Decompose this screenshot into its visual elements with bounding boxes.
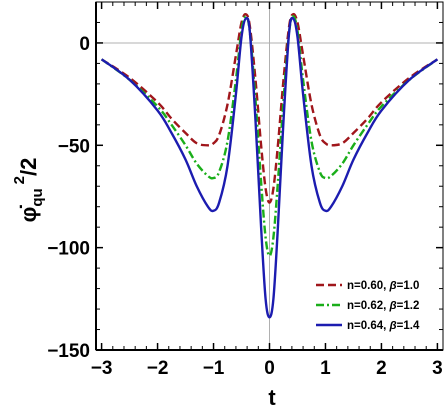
- x-tick-label: −3: [91, 358, 113, 379]
- legend-label-3: n=0.64, β=1.4: [347, 320, 420, 332]
- x-tick-label: 2: [376, 358, 387, 379]
- series-layer: [100, 12, 439, 319]
- x-tick-label: −2: [147, 358, 169, 379]
- x-tick-label: −1: [203, 358, 225, 379]
- series-line-2: [100, 15, 439, 258]
- y-tick-label: 0: [79, 34, 90, 55]
- series-line-1: [100, 12, 439, 204]
- x-tick-label: 0: [264, 358, 275, 379]
- y-axis-label-superscript: 2: [11, 176, 28, 184]
- series-line-3: [100, 16, 439, 319]
- ticks-layer: −3 −2 −1 0 1 2 3 0 −50 −100 −150: [47, 1, 443, 379]
- y-axis-label-suffix: /2: [16, 158, 41, 176]
- x-tick-label: 3: [432, 358, 443, 379]
- y-axis-label: φ̇qu2/2: [11, 158, 46, 223]
- plot-area: [95, 1, 444, 351]
- y-tick-label: −50: [58, 136, 90, 157]
- y-tick-label: −150: [47, 341, 90, 362]
- legend-label-1: n=0.60, β=1.0: [347, 280, 419, 292]
- y-tick-label: −100: [47, 239, 90, 260]
- legend-label-2: n=0.62, β=1.2: [347, 300, 419, 312]
- x-tick-label: 1: [320, 358, 331, 379]
- legend: n=0.60, β=1.0 n=0.62, β=1.2 n=0.64, β=1.4: [316, 280, 420, 332]
- svg-text:φ̇qu2/2: φ̇qu2/2: [11, 158, 46, 223]
- y-axis-label-subscript: qu: [29, 188, 46, 206]
- y-axis-label-symbol: φ̇: [16, 205, 41, 223]
- x-axis-label: t: [268, 385, 276, 410]
